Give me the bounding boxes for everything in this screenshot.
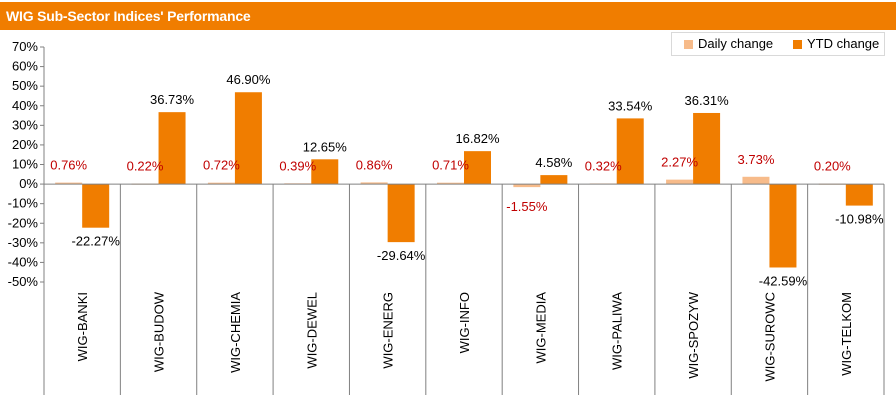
data-label-daily: -1.55% — [506, 199, 548, 214]
data-label-ytd: 36.31% — [685, 93, 730, 108]
data-label-ytd: -10.98% — [835, 212, 884, 227]
x-category-label: WIG-MEDIA — [533, 292, 548, 364]
data-label-ytd: 16.82% — [455, 131, 500, 146]
data-label-ytd: 4.58% — [535, 155, 572, 170]
y-tick-label: -40% — [8, 254, 39, 269]
data-label-daily: 0.86% — [356, 157, 393, 172]
y-tick-label: 0% — [19, 176, 38, 191]
bar-ytd-change — [158, 112, 186, 185]
data-label-ytd: 36.73% — [150, 92, 195, 107]
data-label-daily: 0.32% — [585, 158, 622, 173]
data-label-ytd: 12.65% — [303, 139, 348, 154]
y-tick-label: 40% — [12, 98, 38, 113]
x-category-label: WIG-SPOZYW — [686, 291, 701, 378]
bar-ytd-change — [387, 184, 415, 243]
y-tick-label: -30% — [8, 235, 39, 250]
y-tick-label: 50% — [12, 78, 38, 93]
x-category-label: WIG-BUDOW — [152, 291, 167, 372]
legend-label-daily: Daily change — [698, 36, 774, 51]
x-category-label: WIG-BANKI — [75, 292, 90, 361]
bar-ytd-change — [311, 159, 339, 185]
x-category-label: WIG-CHEMIA — [228, 292, 243, 373]
chart-title: WIG Sub-Sector Indices' Performance — [6, 8, 251, 24]
data-label-daily: 0.71% — [432, 158, 469, 173]
y-tick-label: 60% — [12, 59, 38, 74]
y-tick-label: -50% — [8, 274, 39, 289]
legend-swatch-ytd — [793, 40, 802, 49]
data-label-daily: 0.22% — [127, 159, 164, 174]
x-category-label: WIG-INFO — [457, 292, 472, 353]
data-label-daily: 3.73% — [738, 152, 775, 167]
bar-daily-change — [55, 182, 83, 185]
y-tick-label: -10% — [8, 196, 39, 211]
bar-ytd-change — [464, 151, 491, 185]
data-label-daily: 0.76% — [50, 158, 87, 173]
data-label-daily: 0.39% — [279, 158, 316, 173]
x-category-label: WIG-PALIWA — [610, 292, 625, 370]
title-bar: WIG Sub-Sector Indices' Performance — [0, 2, 896, 30]
data-label-ytd: 33.54% — [608, 98, 653, 113]
bar-ytd-change — [616, 118, 644, 185]
x-category-label: WIG-ENERG — [381, 292, 396, 369]
bar-ytd-change — [693, 112, 721, 185]
bar-ytd-change — [769, 184, 797, 268]
bar-daily-change — [360, 182, 388, 185]
data-label-daily: 0.72% — [203, 158, 240, 173]
bar-ytd-change — [234, 92, 262, 185]
x-category-label: WIG-DEWEL — [304, 292, 319, 369]
legend-swatch-daily — [684, 40, 693, 49]
data-label-ytd: 46.90% — [226, 72, 271, 87]
y-tick-label: 10% — [12, 157, 38, 172]
bar-daily-change — [513, 184, 541, 188]
x-category-label: WIG-TELKOM — [839, 292, 854, 376]
bar-daily-change — [207, 182, 235, 185]
y-tick-label: 30% — [12, 117, 38, 132]
data-label-ytd: -22.27% — [71, 234, 120, 249]
bar-ytd-change — [540, 175, 568, 185]
data-label-ytd: -29.64% — [377, 248, 426, 263]
bar-daily-change — [742, 176, 770, 185]
data-label-ytd: -42.59% — [759, 273, 808, 288]
bar-ytd-change — [82, 184, 110, 228]
bar-ytd-change — [845, 184, 873, 206]
bar-daily-change — [666, 179, 694, 185]
data-label-daily: 0.20% — [814, 159, 851, 174]
y-tick-label: -20% — [8, 215, 39, 230]
data-label-daily: 2.27% — [661, 155, 698, 170]
x-category-label: WIG-SUROWC — [762, 292, 777, 382]
legend: Daily change YTD change — [671, 32, 885, 56]
bar-daily-change — [437, 182, 464, 185]
legend-label-ytd: YTD change — [807, 36, 880, 51]
y-tick-label: 20% — [12, 137, 38, 152]
y-tick-label: 70% — [12, 39, 38, 54]
